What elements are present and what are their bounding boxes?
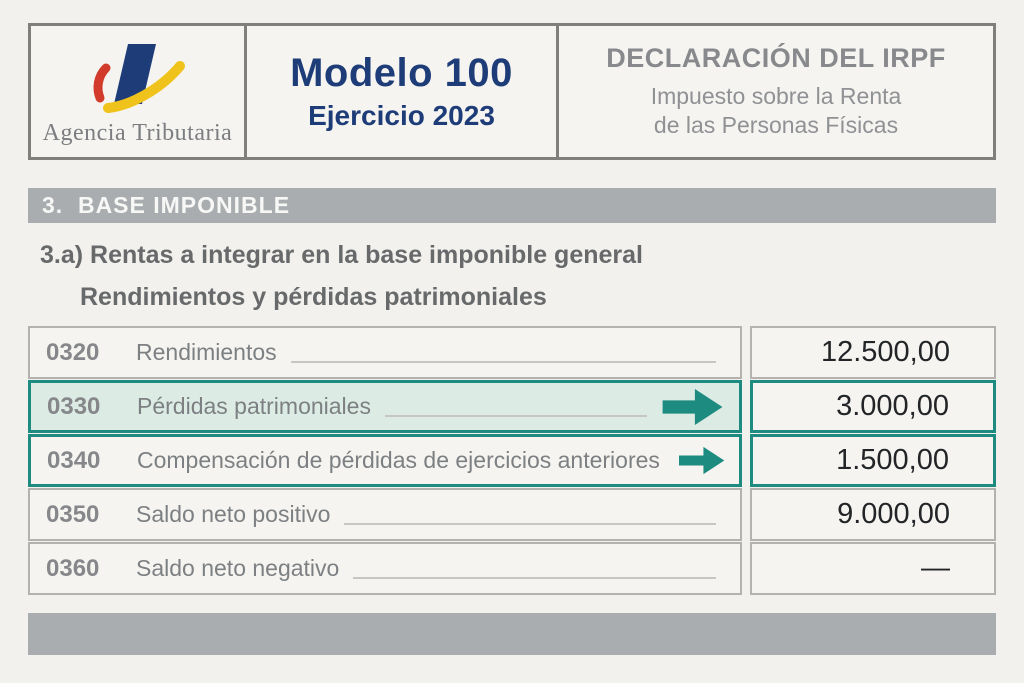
row-code: 0340 xyxy=(47,446,101,474)
agency-name: Agencia Tributaria xyxy=(42,120,233,146)
table-row: 0320 Rendimientos 12.500,00 xyxy=(28,326,996,379)
row-code: 0330 xyxy=(47,392,101,420)
row-code: 0320 xyxy=(46,338,100,366)
section-title: 3. BASE IMPONIBLE xyxy=(42,192,291,218)
form-header: Agencia Tributaria Modelo 100 Ejercicio … xyxy=(28,23,996,160)
section-bar: 3. BASE IMPONIBLE xyxy=(28,188,996,223)
model-cell: Modelo 100 Ejercicio 2023 xyxy=(247,26,559,157)
declaration-title: DECLARACIÓN DEL IRPF xyxy=(606,43,946,73)
row-value-field[interactable]: 9.000,00 xyxy=(750,488,996,541)
model-title: Modelo 100 xyxy=(290,51,513,95)
model-year: Ejercicio 2023 xyxy=(308,100,495,131)
table-row: 0360 Saldo neto negativo — xyxy=(28,542,996,595)
row-underline xyxy=(353,576,716,579)
footer-bar xyxy=(28,613,996,655)
row-code: 0350 xyxy=(46,500,100,528)
table-row: 0330 Pérdidas patrimoniales 3.000,00 xyxy=(28,380,996,433)
row-value-field[interactable]: — xyxy=(750,542,996,595)
row-underline xyxy=(384,414,647,417)
row-label: Rendimientos xyxy=(136,339,277,365)
row-label: Saldo neto negativo xyxy=(136,555,340,581)
subsection-subtitle: Rendimientos y pérdidas patrimoniales xyxy=(80,283,547,311)
declaration-line-2: de las Personas Físicas xyxy=(653,112,899,138)
row-value: — xyxy=(921,552,950,584)
arrow-right-icon xyxy=(679,445,725,476)
row-value-field[interactable]: 3.000,00 xyxy=(750,380,996,433)
results-table: 0320 Rendimientos 12.500,00 0330 Pérdida… xyxy=(28,326,996,596)
row-label-cell: 0320 Rendimientos xyxy=(28,326,742,379)
row-value: 9.000,00 xyxy=(837,498,950,530)
row-code: 0360 xyxy=(46,554,100,582)
row-label-cell: 0360 Saldo neto negativo xyxy=(28,542,742,595)
row-underline xyxy=(290,360,716,363)
row-label: Pérdidas patrimoniales xyxy=(137,393,371,419)
row-value: 3.000,00 xyxy=(836,390,949,422)
arrow-right-icon xyxy=(661,388,725,426)
row-label: Saldo neto positivo xyxy=(136,501,331,527)
agency-cell: Agencia Tributaria xyxy=(31,26,247,157)
declaration-cell: DECLARACIÓN DEL IRPF Impuesto sobre la R… xyxy=(559,26,993,157)
row-label: Compensación de pérdidas de ejercicios a… xyxy=(137,447,660,473)
declaration-subtitle: Impuesto sobre la Renta de las Personas … xyxy=(651,82,902,140)
row-label-cell: 0330 Pérdidas patrimoniales xyxy=(28,380,742,433)
row-value: 1.500,00 xyxy=(836,444,949,476)
table-row: 0340 Compensación de pérdidas de ejercic… xyxy=(28,434,996,487)
row-underline xyxy=(344,522,716,525)
table-row: 0350 Saldo neto positivo 9.000,00 xyxy=(28,488,996,541)
row-value: 12.500,00 xyxy=(820,336,950,368)
row-value-field[interactable]: 1.500,00 xyxy=(750,434,996,487)
agencia-tributaria-logo-icon xyxy=(93,44,185,113)
row-label-cell: 0350 Saldo neto positivo xyxy=(28,488,742,541)
subsection-title: 3.a) Rentas a integrar en la base imponi… xyxy=(40,241,643,269)
declaration-line-1: Impuesto sobre la Renta xyxy=(650,83,902,109)
row-label-cell: 0340 Compensación de pérdidas de ejercic… xyxy=(28,434,742,487)
row-value-field[interactable]: 12.500,00 xyxy=(750,326,996,379)
